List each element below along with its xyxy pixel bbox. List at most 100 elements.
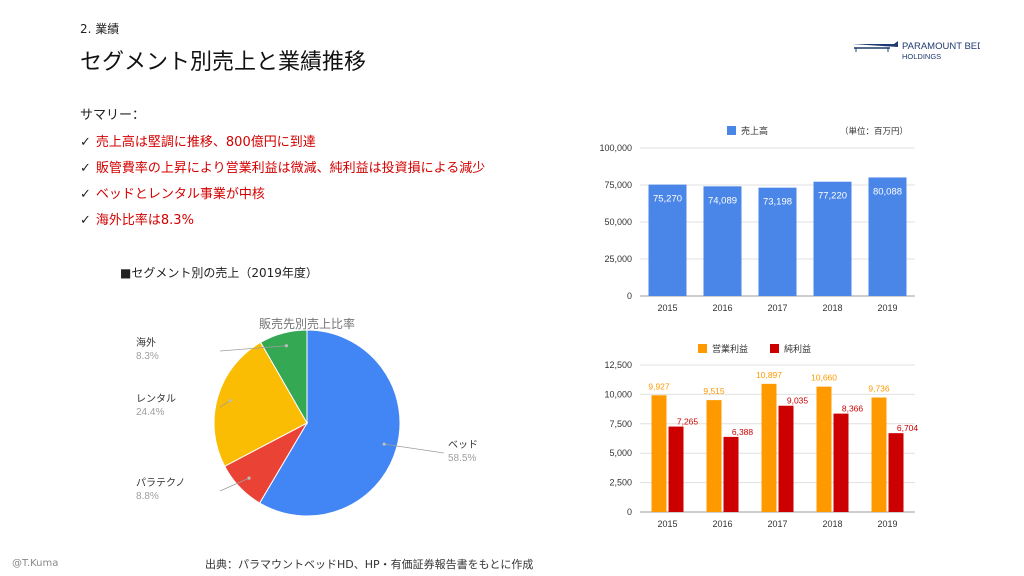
bar-value-label: 9,515 — [703, 386, 725, 396]
x-tick-label: 2019 — [877, 519, 897, 529]
pie-leader-dot — [382, 442, 386, 446]
pie-leader-dot — [247, 476, 251, 480]
summary-item: ✓ ベッドとレンタル事業が中核 — [80, 185, 560, 211]
bar — [778, 405, 794, 512]
legend-label: 営業利益 — [712, 343, 748, 354]
logo-text-line1: PARAMOUNT BED — [902, 41, 980, 52]
pie-slice — [258, 329, 401, 517]
x-tick-label: 2015 — [657, 519, 677, 529]
pie-slice-value: 8.3% — [136, 351, 159, 362]
y-tick-label: 0 — [627, 507, 632, 517]
summary-item-text: 海外比率は8.3% — [95, 213, 194, 228]
y-tick-label: 5,000 — [609, 448, 632, 458]
y-tick-label: 12,500 — [604, 360, 632, 370]
bar — [761, 383, 777, 512]
bar-value-label: 10,897 — [756, 370, 782, 380]
pie-slice-value: 58.5% — [448, 453, 476, 464]
pie-leader-line — [219, 345, 287, 352]
x-tick-label: 2017 — [767, 519, 787, 529]
legend-label: 売上高 — [741, 125, 768, 136]
check-icon: ✓ — [80, 135, 91, 150]
x-tick-label: 2016 — [712, 519, 732, 529]
pie-slice-label: レンタル — [136, 393, 176, 405]
pie-leader-line — [219, 477, 250, 492]
pie-slice-value: 24.4% — [136, 407, 164, 418]
summary-item: ✓ 販管費率の上昇により営業利益は微減、純利益は投資損による減少 — [80, 159, 560, 185]
summary-item: ✓ 売上高は堅調に推移、800億円に到達 — [80, 133, 560, 159]
x-tick-label: 2015 — [657, 303, 677, 313]
bar-value-label: 75,270 — [653, 194, 682, 205]
bar-value-label: 8,366 — [842, 404, 864, 414]
x-tick-label: 2018 — [822, 303, 842, 313]
bar — [758, 187, 797, 296]
pie-leader-dot — [228, 399, 232, 403]
bar-value-label: 9,927 — [648, 381, 670, 391]
source-note: 出典：パラマウントベッドHD、HP・有価証券報告書をもとに作成 — [205, 558, 534, 571]
bar-value-label: 7,265 — [677, 417, 699, 427]
bar — [816, 386, 832, 512]
legend-swatch — [698, 344, 707, 353]
y-tick-label: 100,000 — [599, 143, 632, 153]
pie-title: 販売先別売上比率 — [259, 316, 355, 331]
bar — [888, 433, 904, 512]
author-credit: @T.Kuma — [12, 558, 59, 569]
y-tick-label: 10,000 — [604, 389, 632, 399]
summary-heading: サマリー： — [80, 108, 146, 123]
company-logo: PARAMOUNT BED HOLDINGS — [852, 41, 980, 61]
bar — [651, 395, 667, 512]
pie-slice-label: ベッド — [448, 439, 478, 451]
pie-slice — [213, 341, 308, 467]
bar — [868, 177, 907, 296]
bar — [833, 413, 849, 512]
summary-item: ✓ 海外比率は8.3% — [80, 211, 560, 237]
bar — [723, 436, 739, 512]
legend-label: 純利益 — [784, 343, 811, 354]
bar — [668, 426, 684, 512]
unit-note: （単位：百万円） — [840, 126, 908, 136]
bar — [871, 397, 887, 512]
summary-section: サマリー： ✓ 売上高は堅調に推移、800億円に到達 ✓ 販管費率の上昇により営業利… — [80, 104, 560, 237]
pie-slice — [259, 329, 308, 425]
y-tick-label: 2,500 — [609, 478, 632, 488]
x-tick-label: 2018 — [822, 519, 842, 529]
bar-value-label: 74,089 — [708, 195, 737, 206]
pie-leader-line — [384, 443, 445, 454]
x-tick-label: 2016 — [712, 303, 732, 313]
bar-value-label: 10,660 — [811, 373, 837, 383]
pie-leader-line — [219, 400, 231, 408]
page-title: セグメント別売上と業績推移 — [80, 50, 367, 75]
check-icon: ✓ — [80, 161, 91, 176]
pie-slice-label: パラテクノ — [136, 477, 185, 489]
x-tick-label: 2019 — [877, 303, 897, 313]
logo-text-line2: HOLDINGS — [902, 52, 941, 61]
profit-bar-chart: 0 2,500 5,000 7,500 10,000 12,500 2015 9,927 7,2… — [604, 343, 918, 529]
section-label: 2. 業績 — [80, 22, 120, 36]
bed-logo-icon — [852, 41, 898, 52]
summary-item-text: 売上高は堅調に推移、800億円に到達 — [95, 135, 316, 150]
pie-leader-dot — [284, 344, 288, 348]
x-tick-label: 2017 — [767, 303, 787, 313]
bar-value-label: 77,220 — [818, 191, 847, 202]
bar — [703, 186, 742, 296]
bar-value-label: 6,388 — [732, 427, 754, 437]
pie-slice-label: 海外 — [136, 336, 156, 349]
y-tick-label: 75,000 — [604, 180, 632, 190]
legend-swatch — [770, 344, 779, 353]
y-tick-label: 0 — [627, 291, 632, 301]
check-icon: ✓ — [80, 187, 91, 202]
revenue-bar-chart: 0 25,000 50,000 75,000 100,000 2015 75,270 2016… — [599, 125, 915, 313]
segment-caption: ■セグメント別の売上（2019年度） — [120, 266, 318, 280]
bar-value-label: 9,035 — [787, 396, 809, 406]
bar — [813, 181, 852, 296]
bar-value-label: 9,736 — [868, 384, 890, 394]
bar-value-label: 73,198 — [763, 197, 792, 208]
summary-item-text: 販管費率の上昇により営業利益は微減、純利益は投資損による減少 — [95, 161, 486, 176]
pie-slice-value: 8.8% — [136, 491, 159, 502]
y-tick-label: 25,000 — [604, 254, 632, 264]
y-tick-label: 7,500 — [609, 419, 632, 429]
check-icon: ✓ — [80, 213, 91, 228]
bar — [648, 184, 687, 296]
bar-value-label: 80,088 — [873, 186, 902, 197]
bar — [706, 400, 722, 512]
